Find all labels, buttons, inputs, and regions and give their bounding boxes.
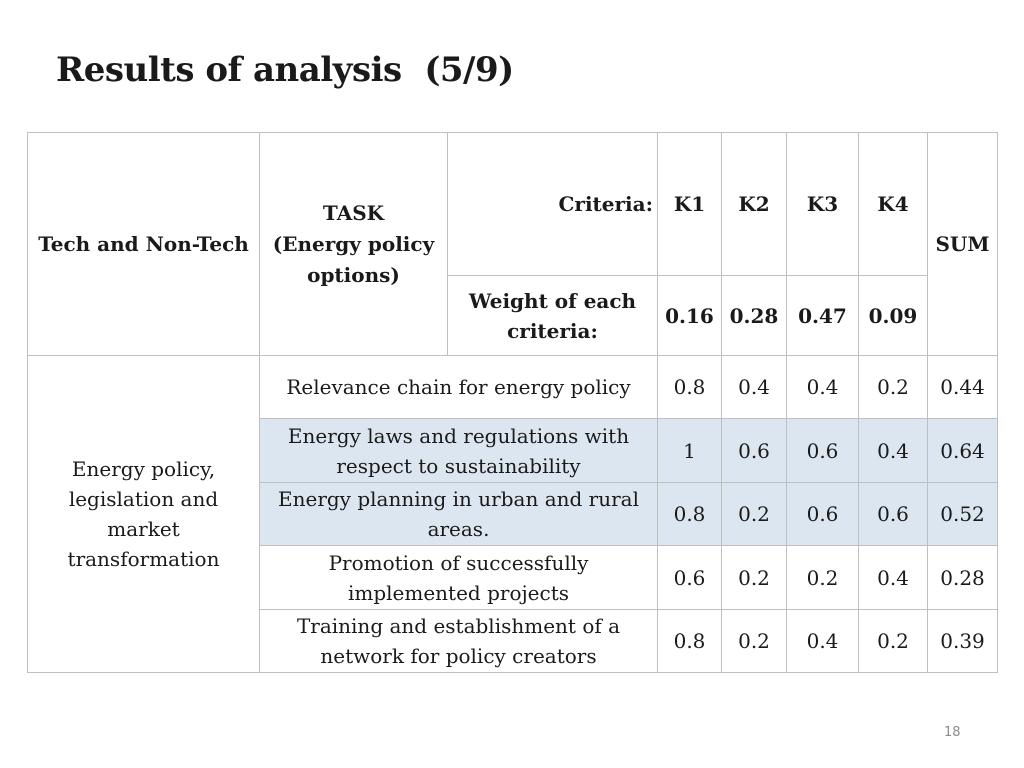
header-sum: SUM [927,132,998,356]
sum-cell: 0.28 [927,545,998,610]
header-tech-nontech: Tech and Non-Tech [27,132,260,356]
k2-cell: 0.2 [721,609,787,673]
k3-cell: 0.4 [786,609,859,673]
table-row: Training and establishment of a network … [28,609,998,673]
header-task: TASK (Energy policy options) [259,132,448,356]
weight-k2: 0.28 [721,275,787,356]
header-k1: K1 [657,132,722,276]
task-cell: Energy planning in urban and rural areas… [259,482,658,546]
page-number: 18 [944,725,961,740]
k2-cell: 0.2 [721,545,787,610]
k1-cell: 0.8 [657,355,722,419]
k3-cell: 0.6 [786,482,859,546]
table-row: Energy planning in urban and rural areas… [28,482,998,546]
k4-cell: 0.2 [858,355,928,419]
sum-cell: 0.39 [927,609,998,673]
header-k4: K4 [858,132,928,276]
table-row: Energy policy, legislation and market tr… [27,355,998,673]
slide-title: Results of analysis (5/9) [56,50,514,90]
header-criteria-label: Criteria: [447,132,658,276]
k2-cell: 0.2 [721,482,787,546]
k4-cell: 0.4 [858,545,928,610]
k1-cell: 0.8 [657,609,722,673]
k4-cell: 0.4 [858,418,928,483]
weight-k3: 0.47 [786,275,859,356]
weight-row: Weight of each criteria: 0.16 0.28 0.47 … [28,275,998,356]
header-k3: K3 [786,132,859,276]
k1-cell: 0.6 [657,545,722,610]
k3-cell: 0.4 [786,355,859,419]
weight-k1: 0.16 [657,275,722,356]
weight-k4: 0.09 [858,275,928,356]
header-weight-label: Weight of each criteria: [447,275,658,356]
k3-cell: 0.6 [786,418,859,483]
k1-cell: 1 [657,418,722,483]
k4-cell: 0.6 [858,482,928,546]
sum-cell: 0.64 [927,418,998,483]
header-row: Tech and Non-Tech TASK (Energy policy op… [27,132,998,356]
sum-cell: 0.44 [927,355,998,419]
k3-cell: 0.2 [786,545,859,610]
task-cell: Relevance chain for energy policy [259,355,658,419]
task-cell: Promotion of successfully implemented pr… [259,545,658,610]
table-row: Energy laws and regulations with respect… [28,418,998,483]
k2-cell: 0.6 [721,418,787,483]
results-table: Tech and Non-Tech TASK (Energy policy op… [27,132,998,673]
group-label: Energy policy, legislation and market tr… [27,355,260,673]
sum-cell: 0.52 [927,482,998,546]
task-cell: Training and establishment of a network … [259,609,658,673]
k2-cell: 0.4 [721,355,787,419]
header-k2: K2 [721,132,787,276]
k4-cell: 0.2 [858,609,928,673]
k1-cell: 0.8 [657,482,722,546]
task-cell: Energy laws and regulations with respect… [259,418,658,483]
